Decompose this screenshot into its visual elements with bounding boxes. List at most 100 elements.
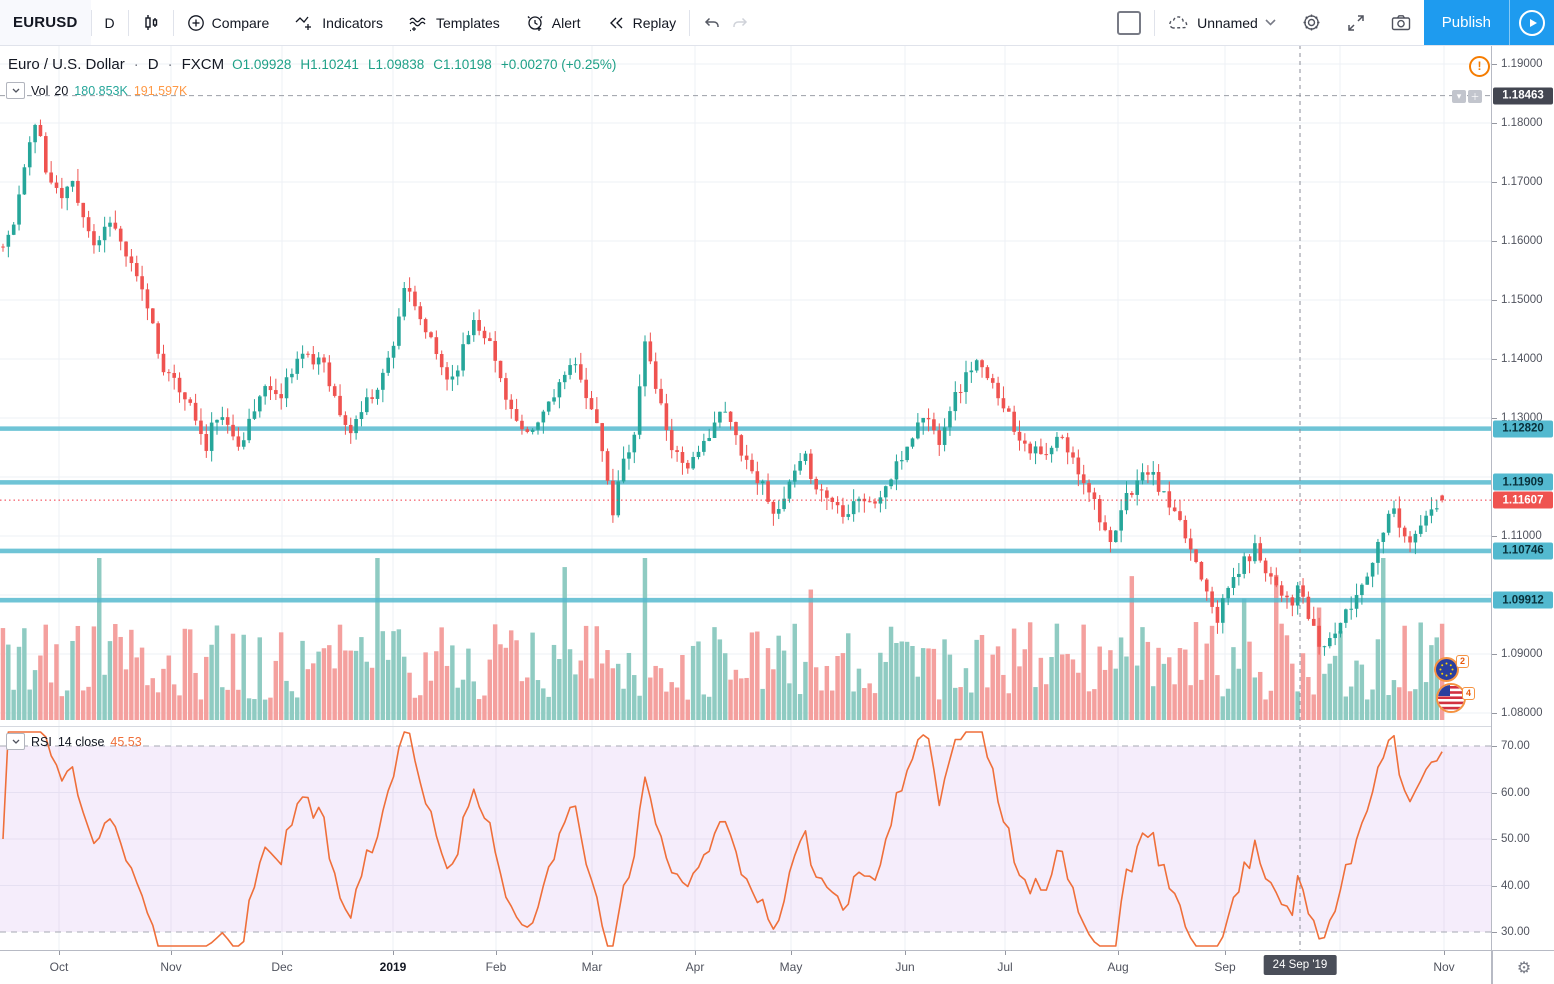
time-tick-label: Feb — [485, 960, 507, 974]
compare-button[interactable]: Compare — [174, 0, 283, 45]
fullscreen-icon — [1347, 14, 1365, 32]
cloud-layout-button[interactable]: Unnamed — [1155, 0, 1289, 45]
replay-button[interactable]: Replay — [594, 0, 690, 45]
compare-label: Compare — [211, 14, 270, 31]
time-tick-label: Jul — [997, 960, 1013, 974]
layout-square-icon — [1117, 10, 1142, 35]
fullscreen-button[interactable] — [1334, 0, 1378, 45]
templates-icon — [409, 14, 429, 32]
data-warning-icon[interactable]: ! — [1469, 56, 1490, 77]
top-toolbar: EURUSD D Compare — [0, 0, 1554, 46]
toolbar-right-group: Unnamed — [1104, 0, 1554, 45]
level-price-badge[interactable]: 1.11909 — [1493, 473, 1553, 491]
time-tick-label: Mar — [581, 960, 603, 974]
time-tick-label: May — [779, 960, 803, 974]
low-value: L1.09838 — [367, 57, 425, 72]
price-tick-label: 1.09000 — [1492, 648, 1554, 660]
rsi-legend[interactable]: RSI 14 close 45.53 — [6, 733, 142, 750]
indicators-label: Indicators — [322, 14, 383, 31]
time-tick-label: Nov — [1433, 960, 1455, 974]
rsi-tick-label: 70.00 — [1492, 740, 1554, 752]
time-tick-mark — [393, 951, 394, 955]
rsi-tick-label: 40.00 — [1492, 880, 1554, 892]
alert-label: Alert — [551, 14, 581, 31]
compare-plus-icon — [187, 14, 205, 32]
time-tick-mark — [1005, 951, 1006, 955]
time-axis[interactable]: Oct Nov Dec 2019 Feb Mar Apr May Jun Jul Aug Sep Nov… — [0, 951, 1554, 984]
undo-icon — [703, 15, 721, 31]
chevron-down-icon — [1265, 19, 1276, 26]
chart-style-button[interactable] — [129, 0, 173, 45]
toolbar-separator — [90, 9, 92, 36]
indicators-button[interactable]: Indicators — [282, 0, 396, 45]
price-tick-label: 1.14000 — [1492, 353, 1554, 365]
layout-name-label: Unnamed — [1197, 14, 1258, 31]
cloud-icon — [1168, 15, 1190, 31]
price-axis-border — [1491, 45, 1492, 984]
ohlc-values: O1.09928 H1.10241 L1.09838 C1.10198 +0.0… — [232, 57, 616, 72]
axis-settings-corner[interactable]: ⚙ — [1492, 951, 1554, 984]
rsi-tick-label: 50.00 — [1492, 833, 1554, 845]
pane-separator[interactable] — [0, 726, 1554, 727]
volume-legend[interactable]: Vol 20 180.853K 191.597K — [6, 82, 187, 99]
time-tick-label: Jun — [895, 960, 915, 974]
rsi-tick-label: 60.00 — [1492, 787, 1554, 799]
time-tick-label: Oct — [49, 960, 69, 974]
toolbar-separator — [1154, 9, 1156, 36]
symbol-button[interactable]: EURUSD — [0, 0, 91, 45]
volume-ma-value: 191.597K — [133, 83, 188, 98]
legend-separator-dot: · — [167, 56, 173, 73]
legend-separator-dot: · — [133, 56, 139, 73]
eu-flag-icon[interactable] — [1434, 657, 1459, 682]
main-legend[interactable]: Euro / U.S. Dollar · D · FXCM O1.09928 H… — [8, 56, 616, 73]
time-tick-mark — [1225, 951, 1226, 955]
screenshot-button[interactable] — [1378, 0, 1424, 45]
us-event-count-badge: 4 — [1462, 687, 1476, 700]
time-tick-mark — [1444, 951, 1445, 955]
alert-button[interactable]: Alert — [513, 0, 594, 45]
last-price-badge[interactable]: 1.11607 — [1493, 491, 1553, 509]
price-tick-label: 1.17000 — [1492, 176, 1554, 188]
candlestick-style-icon — [142, 14, 160, 32]
add-alert-mini-button[interactable]: ＋ — [1468, 90, 1482, 103]
economic-event-markers[interactable]: 2 4 — [1428, 655, 1488, 725]
indicators-icon — [295, 14, 315, 32]
templates-label: Templates — [435, 14, 500, 31]
time-tick-mark — [496, 951, 497, 955]
symbol-title: Euro / U.S. Dollar — [8, 56, 125, 73]
eu-event-count-badge: 2 — [1456, 655, 1470, 668]
price-tick-label: 1.08000 — [1492, 707, 1554, 719]
time-tick-label: 2019 — [379, 960, 407, 974]
interval-button[interactable]: D — [104, 14, 115, 31]
alarm-clock-icon — [526, 14, 545, 32]
price-tick-label: 1.11000 — [1492, 530, 1554, 542]
camera-icon — [1391, 14, 1411, 31]
price-axis[interactable]: 1.19000 1.18000 1.17000 1.16000 1.15000 1.140… — [1492, 45, 1554, 950]
price-chart-canvas[interactable] — [0, 45, 1491, 950]
publish-button[interactable]: Publish — [1423, 0, 1509, 45]
close-value: C1.10198 — [433, 57, 492, 72]
volume-legend-collapse-button[interactable] — [6, 82, 25, 99]
publish-menu-button[interactable] — [1509, 0, 1554, 45]
scroll-down-mini-button[interactable]: ▾ — [1452, 90, 1466, 103]
level-price-badge[interactable]: 1.10746 — [1493, 542, 1553, 560]
select-layout-button[interactable] — [1104, 0, 1154, 45]
toolbar-left-group: EURUSD D Compare — [0, 0, 762, 45]
level-price-badge[interactable]: 1.12820 — [1493, 420, 1553, 438]
chart-properties-button[interactable] — [1289, 0, 1334, 45]
volume-value: 180.853K — [74, 83, 128, 98]
high-value: H1.10241 — [300, 57, 359, 72]
volume-label: Vol — [31, 83, 49, 98]
level-price-badge[interactable]: 1.09912 — [1493, 591, 1553, 609]
time-axis-border — [0, 950, 1554, 951]
redo-button[interactable] — [727, 0, 762, 45]
rsi-label: RSI — [31, 734, 52, 749]
rsi-legend-collapse-button[interactable] — [6, 733, 25, 750]
undo-button[interactable] — [690, 0, 727, 45]
price-tick-label: 1.18000 — [1492, 117, 1554, 129]
time-tick-label: Aug — [1107, 960, 1129, 974]
alert-price-badge[interactable]: 1.18463 — [1493, 87, 1553, 105]
replay-icon — [607, 15, 626, 31]
templates-button[interactable]: Templates — [396, 0, 513, 45]
